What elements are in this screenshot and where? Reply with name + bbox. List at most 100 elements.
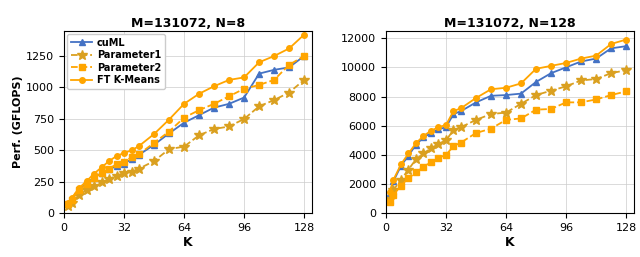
FT K-Means [532,67,540,70]
Parameter1 [64,204,72,207]
FT K-Means [150,133,158,136]
cuML [622,45,630,48]
FT K-Means [517,82,525,85]
cuML [577,60,585,63]
FT K-Means [211,85,218,88]
cuML [397,164,404,167]
FT K-Means [412,142,420,145]
Parameter2 [270,78,278,81]
Parameter2 [150,141,158,144]
Parameter2 [105,167,113,170]
Title: M=131072, N=8: M=131072, N=8 [131,17,245,30]
Parameter2 [75,188,83,191]
Parameter2 [195,108,203,112]
Parameter2 [128,156,136,159]
Parameter1 [577,79,585,82]
cuML [135,153,143,156]
cuML [517,92,525,95]
FT K-Means [435,126,442,129]
Parameter2 [240,87,248,90]
Parameter2 [592,98,600,101]
Parameter1 [532,94,540,97]
Parameter1 [195,134,203,137]
Parameter1 [135,167,143,170]
FT K-Means [592,54,600,57]
FT K-Means [165,118,173,121]
Parameter1 [562,85,570,88]
FT K-Means [450,109,458,113]
Line: FT K-Means: FT K-Means [65,32,307,206]
FT K-Means [502,86,510,89]
Parameter2 [427,161,435,164]
Parameter2 [404,177,412,180]
cuML [98,171,106,175]
cuML [450,113,458,116]
Parameter2 [472,132,480,135]
Parameter1 [592,77,600,80]
Line: Parameter2: Parameter2 [65,53,307,207]
cuML [592,57,600,60]
cuML [120,162,128,165]
cuML [285,66,293,69]
FT K-Means [64,202,72,205]
cuML [502,94,510,97]
cuML [300,54,308,58]
cuML [113,164,120,168]
Parameter2 [517,117,525,120]
Y-axis label: Perf. (GFLOPS): Perf. (GFLOPS) [13,76,24,168]
cuML [390,180,397,183]
Parameter2 [135,153,143,156]
cuML [472,101,480,104]
Parameter2 [225,95,233,98]
Parameter2 [607,94,615,97]
cuML [607,47,615,50]
FT K-Means [562,61,570,65]
X-axis label: K: K [505,236,515,249]
Parameter1 [442,139,450,142]
Parameter1 [120,171,128,175]
Parameter2 [622,90,630,93]
FT K-Means [404,152,412,155]
Parameter1 [255,105,263,108]
cuML [255,72,263,75]
cuML [487,94,495,97]
Parameter2 [532,108,540,111]
FT K-Means [255,61,263,64]
Parameter2 [120,160,128,163]
Parameter2 [285,63,293,66]
FT K-Means [472,96,480,99]
Parameter1 [607,72,615,75]
Parameter2 [442,153,450,157]
cuML [105,168,113,171]
FT K-Means [128,149,136,152]
cuML [211,106,218,109]
Parameter2 [165,130,173,133]
cuML [240,96,248,99]
Parameter1 [75,194,83,197]
Parameter1 [285,91,293,94]
FT K-Means [577,57,585,60]
FT K-Means [427,129,435,132]
Title: M=131072, N=128: M=131072, N=128 [444,17,575,30]
FT K-Means [420,134,428,137]
cuML [435,128,442,131]
cuML [83,182,90,185]
Parameter1 [404,168,412,171]
FT K-Means [68,197,76,200]
Parameter1 [270,98,278,102]
Parameter2 [90,177,98,180]
Parameter2 [64,202,72,205]
cuML [64,202,72,205]
Parameter1 [240,117,248,121]
cuML [420,136,428,139]
Parameter2 [435,156,442,159]
cuML [90,176,98,179]
Parameter1 [98,181,106,184]
FT K-Means [240,76,248,79]
Parameter1 [83,188,90,191]
cuML [68,198,76,201]
Parameter2 [180,116,188,119]
Parameter2 [386,200,394,203]
Parameter2 [211,102,218,105]
Parameter1 [211,127,218,131]
